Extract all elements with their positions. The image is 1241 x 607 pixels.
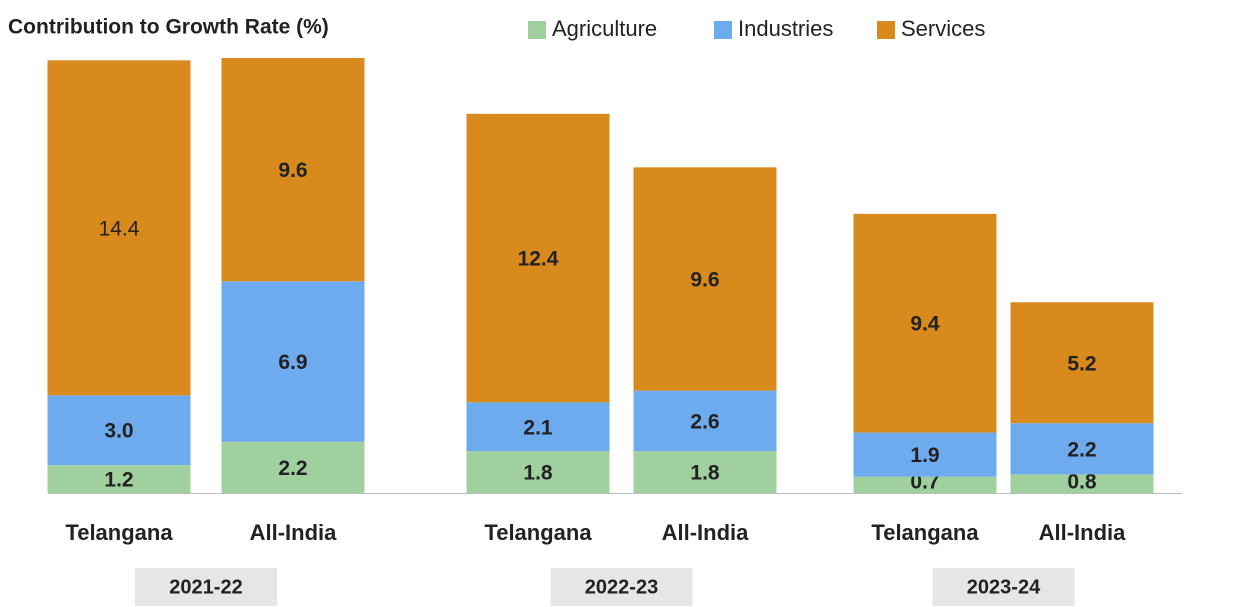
bar-segment <box>853 432 997 477</box>
data-label: 5.2 <box>1067 352 1096 375</box>
bar-segment <box>633 451 777 493</box>
data-label: 2.2 <box>1067 438 1096 461</box>
data-label: 9.6 <box>690 269 719 292</box>
bar-segment <box>633 390 777 452</box>
bar-segment <box>466 402 610 452</box>
bar-segment <box>853 476 997 493</box>
data-label: 6.9 <box>278 351 307 374</box>
legend-label: Industries <box>738 16 833 41</box>
bar-segment <box>47 465 191 493</box>
bar-segment <box>1010 474 1154 493</box>
x-tick-label: All-India <box>662 520 750 545</box>
legend-swatch <box>714 21 732 39</box>
data-label: 2.2 <box>278 457 307 480</box>
bar-segment <box>1010 302 1154 424</box>
bar-segment <box>47 60 191 396</box>
data-label: 3.0 <box>104 420 133 443</box>
chart-title: Contribution to Growth Rate (%) <box>8 16 329 39</box>
bar-segment <box>1010 423 1154 475</box>
data-label: 1.8 <box>523 462 553 485</box>
legend-swatch <box>877 21 895 39</box>
bar-segment <box>221 441 365 493</box>
x-tick-label: Telangana <box>871 520 979 545</box>
bar-segment <box>47 395 191 466</box>
bar-segment <box>221 58 365 282</box>
data-label: 1.8 <box>690 462 720 485</box>
group-label: 2023-24 <box>967 576 1041 598</box>
data-label: 1.2 <box>104 469 133 492</box>
data-label: 9.4 <box>910 313 940 336</box>
group-label: 2021-22 <box>169 576 242 598</box>
legend-label: Services <box>901 16 985 41</box>
legend-label: Agriculture <box>552 16 657 41</box>
x-tick-label: Telangana <box>484 520 592 545</box>
group-label: 2022-23 <box>585 576 658 598</box>
data-label: 2.1 <box>523 416 553 439</box>
x-tick-label: All-India <box>1039 520 1127 545</box>
group-box <box>135 568 277 606</box>
bar-segment <box>221 281 365 442</box>
bar-segment <box>853 213 997 433</box>
legend-swatch <box>528 21 546 39</box>
data-label: 12.4 <box>518 248 559 271</box>
bar-segment <box>466 451 610 493</box>
data-label: 9.6 <box>278 159 307 182</box>
bar-segment <box>633 167 777 391</box>
x-tick-label: Telangana <box>65 520 173 545</box>
data-label: 1.9 <box>910 444 939 467</box>
group-box <box>932 568 1075 606</box>
data-label: 2.6 <box>690 410 719 433</box>
bar-segment <box>466 113 610 403</box>
data-label: 0.8 <box>1067 471 1097 494</box>
group-box <box>550 568 693 606</box>
x-tick-label: All-India <box>250 520 338 545</box>
data-label: 14.4 <box>99 217 140 240</box>
